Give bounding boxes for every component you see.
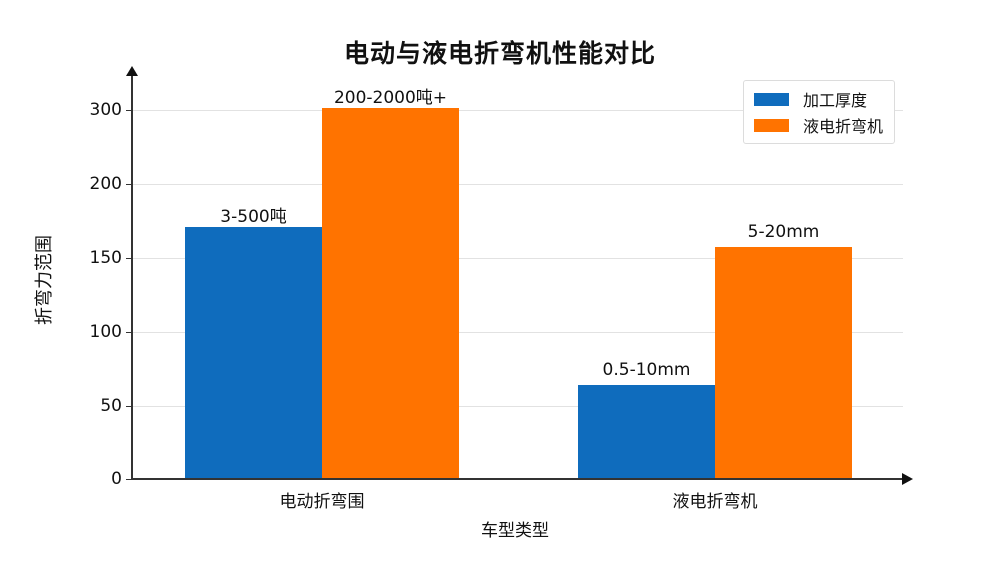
y-tick xyxy=(126,184,132,185)
x-category-label: 液电折弯机 xyxy=(672,492,758,512)
y-tick-label-300: 300 xyxy=(89,100,122,120)
x-category-label: 电动折弯围 xyxy=(279,492,365,512)
bar-electric-thickness xyxy=(185,227,322,479)
x-axis xyxy=(131,478,903,480)
gridline-300 xyxy=(133,110,903,111)
chart-title: 电动与液电折弯机性能对比 xyxy=(343,39,656,68)
legend-label: 加工厚度 xyxy=(803,91,868,110)
legend: 加工厚度 液电折弯机 xyxy=(743,80,895,144)
bar-electric-hydraulic xyxy=(322,108,459,479)
y-tick-label-150: 150 xyxy=(89,248,122,268)
y-tick-label-0: 0 xyxy=(111,469,122,489)
legend-swatch-blue xyxy=(754,92,789,106)
bar-value-label: 200-2000吨+ xyxy=(333,88,448,108)
y-tick xyxy=(126,406,132,407)
legend-item: 液电折弯机 xyxy=(754,114,883,136)
bar-value-label: 5-20mm xyxy=(747,222,820,242)
bar-value-label: 3-500吨 xyxy=(220,207,287,227)
y-axis-arrow-icon xyxy=(126,66,138,76)
y-tick-label-200: 200 xyxy=(89,174,122,194)
y-tick xyxy=(126,258,132,259)
y-tick-label-50: 50 xyxy=(100,396,122,416)
bar-hydraulic-thickness xyxy=(578,385,715,479)
y-tick xyxy=(126,479,132,480)
gridline-150 xyxy=(133,258,903,259)
legend-swatch-orange xyxy=(754,118,789,132)
x-axis-arrow-icon xyxy=(902,473,913,485)
bar-value-label: 0.5-10mm xyxy=(602,360,691,380)
y-axis-label: 折弯力范围 xyxy=(34,235,55,325)
gridline-200 xyxy=(133,184,903,185)
x-axis-label: 车型类型 xyxy=(481,521,549,541)
y-tick-label-100: 100 xyxy=(89,322,122,342)
legend-label: 液电折弯机 xyxy=(803,117,884,136)
y-axis xyxy=(131,74,133,480)
y-tick xyxy=(126,332,132,333)
gridline-50 xyxy=(133,406,903,407)
bar-hydraulic-hydraulic xyxy=(715,247,852,479)
legend-item: 加工厚度 xyxy=(754,88,867,110)
gridline-100 xyxy=(133,332,903,333)
y-tick xyxy=(126,110,132,111)
